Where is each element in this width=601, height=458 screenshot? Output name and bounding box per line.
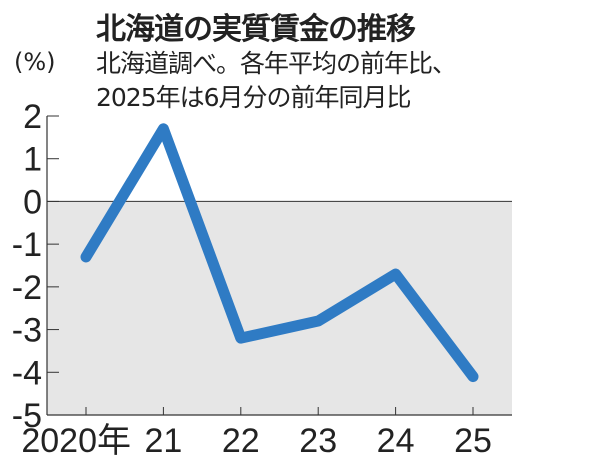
x-tick-label: 2020年 <box>21 422 131 458</box>
data-line <box>80 123 479 383</box>
y-tick-label: -5 <box>12 397 42 435</box>
x-tick-label: 23 <box>299 422 337 458</box>
y-tick-label: 2 <box>23 98 42 136</box>
y-axis-unit: (%) <box>14 48 56 76</box>
x-tick-label: 24 <box>377 422 415 458</box>
y-tick-label: -3 <box>12 312 42 350</box>
y-tick-label: -2 <box>12 269 42 307</box>
y-tick-label: -1 <box>12 226 42 264</box>
chart-subtitle-line-2: 2025年は6月分の前年同月比 <box>96 83 412 112</box>
x-tick-label: 21 <box>144 422 182 458</box>
chart-title: 北海道の実質賃金の推移 <box>96 12 416 47</box>
negative-region <box>47 201 512 415</box>
y-tick-label: 1 <box>23 141 42 179</box>
x-tick-label: 25 <box>454 422 492 458</box>
x-tick-label: 22 <box>222 422 260 458</box>
y-tick-label: 0 <box>23 183 42 221</box>
y-tick-label: -4 <box>12 354 42 392</box>
chart-subtitle-line-1: 北海道調べ。各年平均の前年比、 <box>96 49 457 78</box>
